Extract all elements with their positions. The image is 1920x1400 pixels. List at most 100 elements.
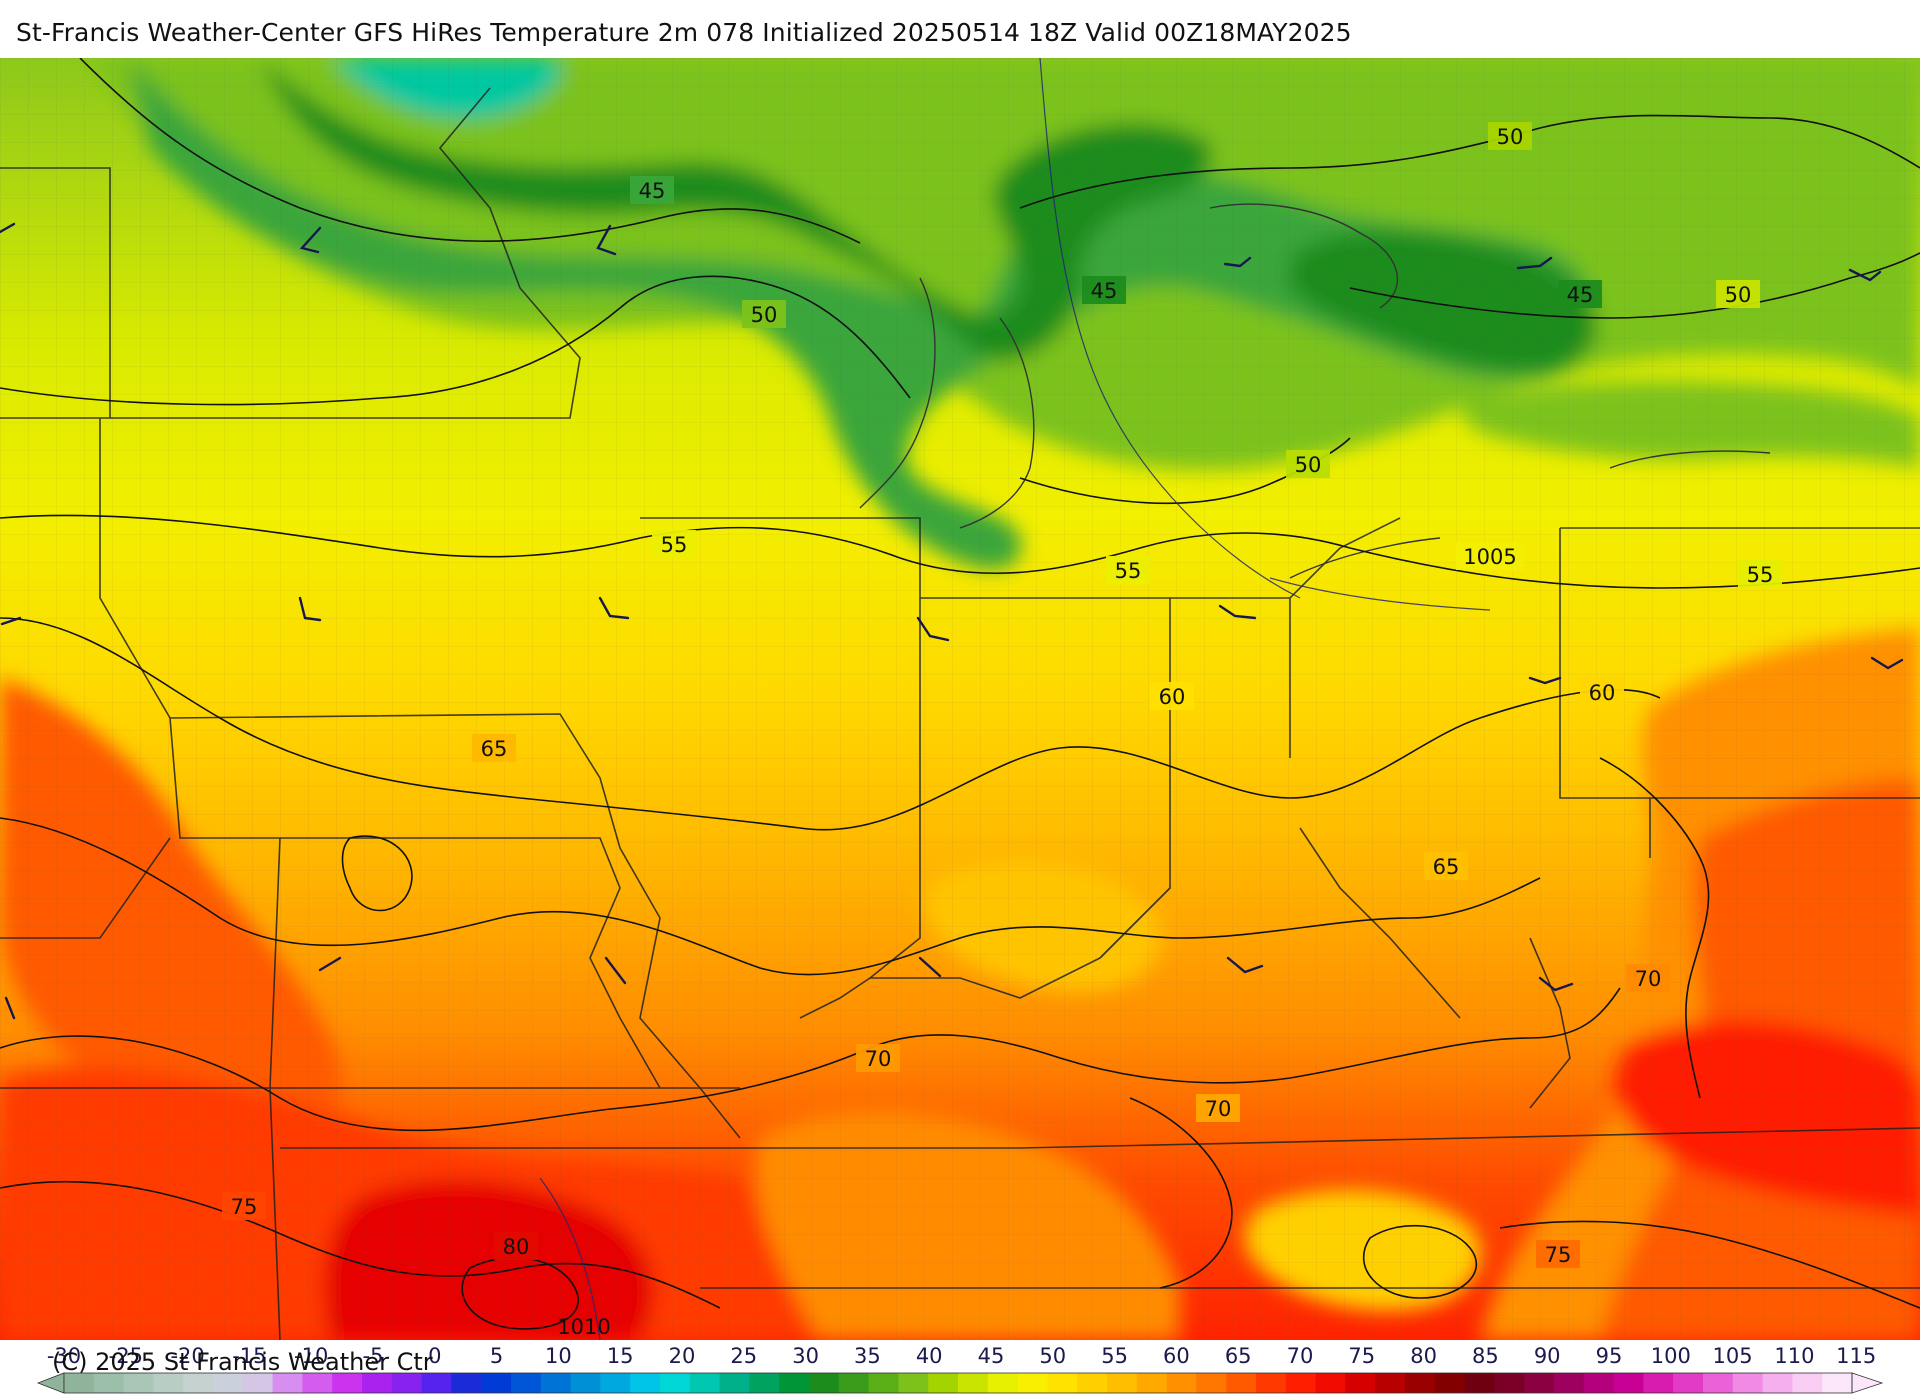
contour-label-70-c: 70: [1635, 967, 1662, 991]
colorbar-label: 110: [1774, 1344, 1815, 1368]
colorbar-label: 15: [606, 1344, 634, 1368]
colorbar-segment: [1166, 1373, 1197, 1393]
colorbar-segment: [1017, 1373, 1048, 1393]
header: St-Francis Weather-Center GFS HiRes Temp…: [0, 0, 1920, 58]
contour-label-50-d: 50: [1295, 453, 1322, 477]
colorbar-segment: [64, 1373, 95, 1393]
colorbar-label: 100: [1650, 1344, 1691, 1368]
weather-map: 45 45 45 50 50 50 50 55 55 55 60 60: [0, 58, 1920, 1340]
colorbar-label: -15: [232, 1344, 267, 1368]
contour-label-70-b: 70: [1205, 1097, 1232, 1121]
colorbar-segment: [183, 1373, 214, 1393]
colorbar-segment: [1345, 1373, 1376, 1393]
colorbar-label: 105: [1712, 1344, 1753, 1368]
colorbar-segment: [421, 1373, 452, 1393]
colorbar-segment: [1285, 1373, 1317, 1393]
contour-label-50-b: 50: [1497, 125, 1524, 149]
temperature-colorbar: [36, 1372, 1884, 1394]
colorbar-label: 115: [1836, 1344, 1877, 1368]
colorbar-label: -5: [362, 1344, 384, 1368]
colorbar-segment: [481, 1373, 512, 1393]
colorbar-label: 75: [1348, 1344, 1376, 1368]
colorbar-segment: [1732, 1373, 1764, 1393]
colorbar-label: 50: [1039, 1344, 1067, 1368]
colorbar-min-arrow: [36, 1372, 65, 1394]
colorbar-label: 65: [1224, 1344, 1252, 1368]
colorbar-label: 20: [668, 1344, 696, 1368]
colorbar-label: 35: [854, 1344, 881, 1368]
colorbar-outline: [63, 1372, 1853, 1394]
contour-label-60-b: 60: [1589, 681, 1616, 705]
colorbar-segment: [1464, 1373, 1495, 1393]
colorbar-segment: [809, 1373, 840, 1393]
colorbar-label: 90: [1533, 1344, 1561, 1368]
wind-barbs: [0, 222, 1904, 1020]
colorbar-segment: [272, 1373, 303, 1393]
colorbar-segment: [1226, 1373, 1257, 1393]
pressure-label-1005: 1005: [1463, 545, 1516, 569]
colorbar-segment: [1196, 1373, 1227, 1393]
contour-label-50-c: 50: [1725, 283, 1752, 307]
copyright-notice: (C) 2025 St Francis Weather Ctr: [52, 1348, 433, 1376]
contour-label-75-b: 75: [1545, 1243, 1572, 1267]
colorbar-label: -20: [170, 1344, 205, 1368]
contour-label-60-a: 60: [1159, 685, 1186, 709]
colorbar-label: -30: [46, 1344, 82, 1368]
colorbar-segment: [1136, 1373, 1168, 1393]
colorbar-segment: [749, 1373, 780, 1393]
colorbar-segment: [1613, 1373, 1644, 1393]
colorbar-label: -10: [294, 1344, 329, 1368]
colorbar-label: 40: [915, 1344, 943, 1368]
colorbar-segment: [362, 1373, 393, 1393]
colorbar-segment: [1077, 1373, 1108, 1393]
colorbar-segment: [1762, 1373, 1793, 1393]
colorbar-segment: [1822, 1373, 1853, 1393]
colorbar-segment: [1494, 1373, 1525, 1393]
colorbar-segment: [1375, 1373, 1406, 1393]
colorbar-segment: [511, 1373, 542, 1393]
temperature-map-svg: 45 45 45 50 50 50 50 55 55 55 60 60: [0, 58, 1920, 1340]
colorbar-segment: [1583, 1373, 1615, 1393]
colorbar-segment: [1405, 1373, 1436, 1393]
contour-label-75-a: 75: [231, 1195, 258, 1219]
colorbar-segment: [958, 1373, 989, 1393]
colorbar-segment: [1256, 1373, 1287, 1393]
colorbar-segment: [213, 1373, 244, 1393]
colorbar-segment: [451, 1373, 482, 1393]
colorbar-segment: [898, 1373, 929, 1393]
colorbar-segment: [660, 1373, 691, 1393]
colorbar-segment: [928, 1373, 959, 1393]
colorbar-label: 0: [428, 1344, 442, 1368]
colorbar-segment: [153, 1373, 184, 1393]
colorbar-max-arrow: [1851, 1372, 1884, 1394]
colorbar-segment: [1434, 1373, 1466, 1393]
colorbar-label: 60: [1163, 1344, 1190, 1368]
colorbar-segment: [1554, 1373, 1585, 1393]
colorbar-segment: [123, 1373, 154, 1393]
colorbar-label: 70: [1286, 1344, 1314, 1368]
colorbar-label: 5: [489, 1344, 504, 1368]
colorbar-label: 85: [1472, 1344, 1499, 1368]
map-title: St-Francis Weather-Center GFS HiRes Temp…: [16, 18, 1352, 47]
colorbar-segment: [570, 1373, 601, 1393]
colorbar-segment: [1107, 1373, 1138, 1393]
colorbar-label: 95: [1595, 1344, 1623, 1368]
colorbar-segment: [332, 1373, 363, 1393]
colorbar-segment: [600, 1373, 631, 1393]
temperature-contours: [0, 58, 1920, 1330]
contour-label-55-c: 55: [1747, 563, 1774, 587]
colorbar-segment: [1792, 1373, 1823, 1393]
contour-label-55-b: 55: [1115, 559, 1142, 583]
contour-label-70-a: 70: [865, 1047, 892, 1071]
contour-label-80: 80: [503, 1235, 530, 1259]
colorbar-segment: [1643, 1373, 1674, 1393]
colorbar-segment: [302, 1373, 333, 1393]
pressure-label-1010: 1010: [557, 1315, 610, 1339]
contour-label-65-a: 65: [481, 737, 508, 761]
colorbar-segment: [540, 1373, 572, 1393]
colorbar-segment: [391, 1373, 423, 1393]
colorbar-segment: [868, 1373, 899, 1393]
contour-label-45-b: 45: [1091, 279, 1118, 303]
pressure-contours: [539, 58, 1491, 1340]
contour-label-45-c: 45: [1567, 283, 1594, 307]
